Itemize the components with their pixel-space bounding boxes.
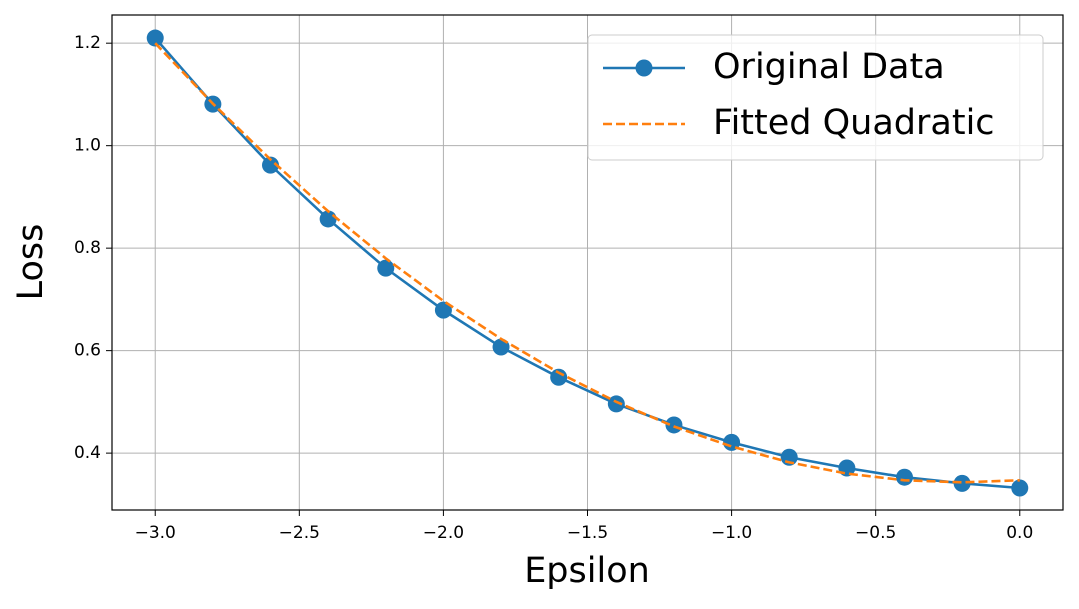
x-tick-label: −2.0 [423, 523, 464, 543]
data-point [377, 259, 395, 277]
x-tick-label: −1.0 [711, 523, 752, 543]
x-tick-label: 0.0 [1006, 523, 1033, 543]
x-tick-label: −3.0 [135, 523, 176, 543]
data-point [1011, 479, 1029, 497]
y-tick-label: 1.2 [74, 33, 101, 53]
x-tick-label: −0.5 [855, 523, 896, 543]
series-line [154, 37, 1020, 490]
x-axis-label: Epsilon [524, 551, 650, 591]
data-point [607, 395, 625, 413]
data-point [146, 29, 164, 47]
x-tick-label: −1.5 [567, 523, 608, 543]
legend-marker [635, 59, 653, 77]
data-point [896, 468, 913, 486]
data-point [953, 474, 971, 492]
y-tick-label: 0.8 [74, 238, 101, 258]
y-tick-label: 1.0 [74, 136, 101, 156]
x-tick-label: −2.5 [279, 523, 320, 543]
data-point [262, 156, 279, 174]
legend-label: Fitted Quadratic [713, 103, 995, 143]
data-point [780, 448, 798, 466]
legend-label: Original Data [713, 47, 945, 87]
legend-box [587, 34, 1044, 161]
y-tick-label: 0.4 [74, 443, 101, 463]
y-tick-label: 0.6 [74, 341, 101, 361]
y-axis-label: Loss [11, 224, 51, 301]
plot-frame [111, 14, 1064, 511]
data-point [550, 368, 568, 386]
data-point [434, 301, 452, 319]
data-point [319, 210, 337, 228]
series-line [154, 42, 1020, 484]
